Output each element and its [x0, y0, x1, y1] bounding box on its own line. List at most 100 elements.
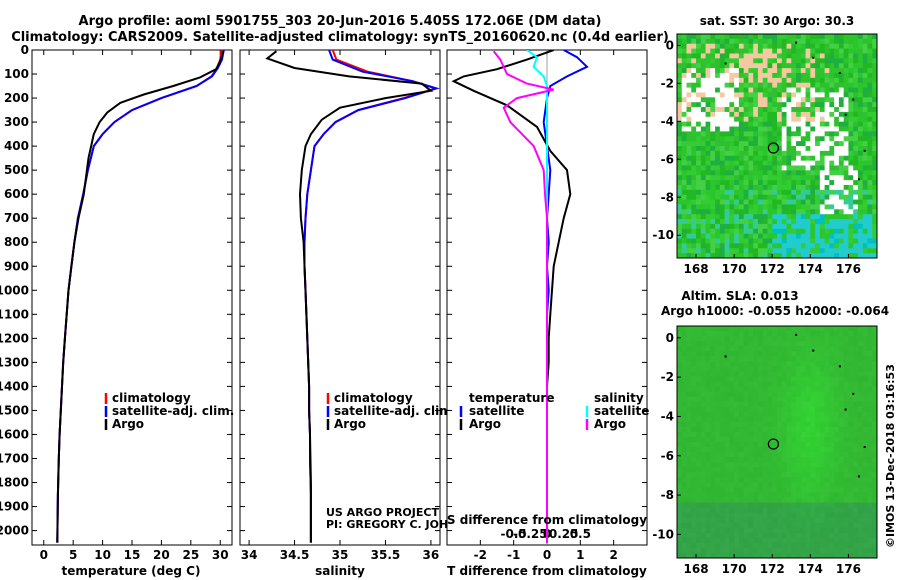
map-cell [757, 194, 764, 201]
map-cell [696, 452, 702, 458]
map-cell [843, 552, 850, 558]
map-cell [819, 336, 826, 342]
map-cell [786, 452, 792, 458]
map-cell [819, 248, 826, 254]
map-cell [677, 401, 683, 408]
map-cell [686, 497, 692, 504]
map-cell [781, 436, 788, 443]
map-cell [719, 131, 726, 137]
map-cell [762, 223, 769, 230]
map-cell [824, 336, 830, 342]
map-cell [757, 416, 764, 423]
map-cell [729, 512, 735, 519]
map-cell [700, 219, 707, 225]
map-cell [862, 43, 869, 50]
map-cell [767, 396, 773, 403]
map-cell [815, 58, 821, 64]
map-cell [843, 522, 850, 529]
map-cell [819, 381, 826, 388]
map-cell [729, 63, 735, 69]
map-cell [857, 199, 864, 206]
map-cell [724, 376, 730, 383]
map-cell [724, 141, 730, 147]
map-cell [838, 431, 845, 438]
map-cell [691, 121, 697, 128]
map-cell [781, 38, 788, 45]
map-cell [834, 204, 840, 210]
map-cell [686, 396, 692, 403]
map-cell [777, 48, 783, 55]
map-cell [753, 150, 759, 157]
map-cell [767, 121, 773, 128]
map-cell [691, 111, 697, 118]
map-cell [743, 136, 750, 142]
map-cell [710, 522, 716, 529]
map-cell [691, 452, 697, 458]
map-cell [862, 34, 869, 40]
map-cell [710, 116, 716, 123]
map-cell [734, 361, 740, 367]
map-cell [853, 160, 859, 167]
map-cell [719, 547, 726, 554]
map-cell [710, 532, 716, 539]
map-cell [843, 502, 850, 509]
map-cell [848, 552, 854, 558]
map-cell [772, 146, 778, 152]
map-cell [834, 209, 840, 215]
map-cell [753, 462, 759, 468]
map-cell [862, 102, 869, 108]
map-cell [677, 150, 683, 157]
map-cell [829, 331, 835, 337]
map-cell [805, 111, 811, 118]
map-y-tick-label: -4 [661, 409, 674, 423]
map-cell [729, 391, 735, 398]
map-cell [772, 248, 778, 254]
map-cell [743, 386, 750, 393]
map-cell [767, 82, 773, 89]
map-cell [734, 341, 740, 347]
map-y-tick-label: -8 [661, 488, 674, 502]
map-cell [800, 34, 807, 40]
map-cell [829, 150, 835, 157]
map-cell [710, 233, 716, 240]
s-difference-title: S difference from climatology [447, 513, 647, 527]
map-cell [734, 411, 740, 418]
map-cell [772, 396, 778, 403]
map-cell [762, 136, 769, 142]
map-cell [729, 150, 735, 157]
map-cell [838, 457, 845, 463]
map-cell [819, 482, 826, 488]
map-cell [796, 53, 802, 59]
map-cell [757, 547, 764, 554]
map-cell [853, 331, 859, 337]
map-cell [734, 253, 740, 258]
map-cell [705, 487, 711, 494]
map-cell [762, 477, 769, 483]
map-cell [700, 401, 707, 408]
map-cell [786, 331, 792, 337]
map-cell [810, 194, 816, 201]
map-cell [677, 457, 683, 463]
map-cell [710, 386, 716, 393]
map-cell [786, 346, 792, 352]
map-cell [724, 396, 730, 403]
map-cell [796, 48, 802, 55]
map-cell [719, 92, 726, 98]
map-cell [786, 421, 792, 428]
map-cell [834, 396, 840, 403]
map-cell [696, 204, 702, 210]
map-cell [743, 87, 750, 94]
map-cell [800, 223, 807, 230]
map-cell [715, 487, 721, 494]
map-cell [800, 58, 807, 64]
map-cell [710, 326, 716, 332]
map-cell [734, 472, 740, 478]
map-cell [796, 351, 802, 357]
map-cell [848, 502, 854, 509]
map-cell [710, 366, 716, 372]
map-cell [810, 63, 816, 69]
map-cell [867, 452, 873, 458]
map-cell [805, 522, 811, 529]
map-cell [757, 341, 764, 347]
map-cell [862, 452, 869, 458]
